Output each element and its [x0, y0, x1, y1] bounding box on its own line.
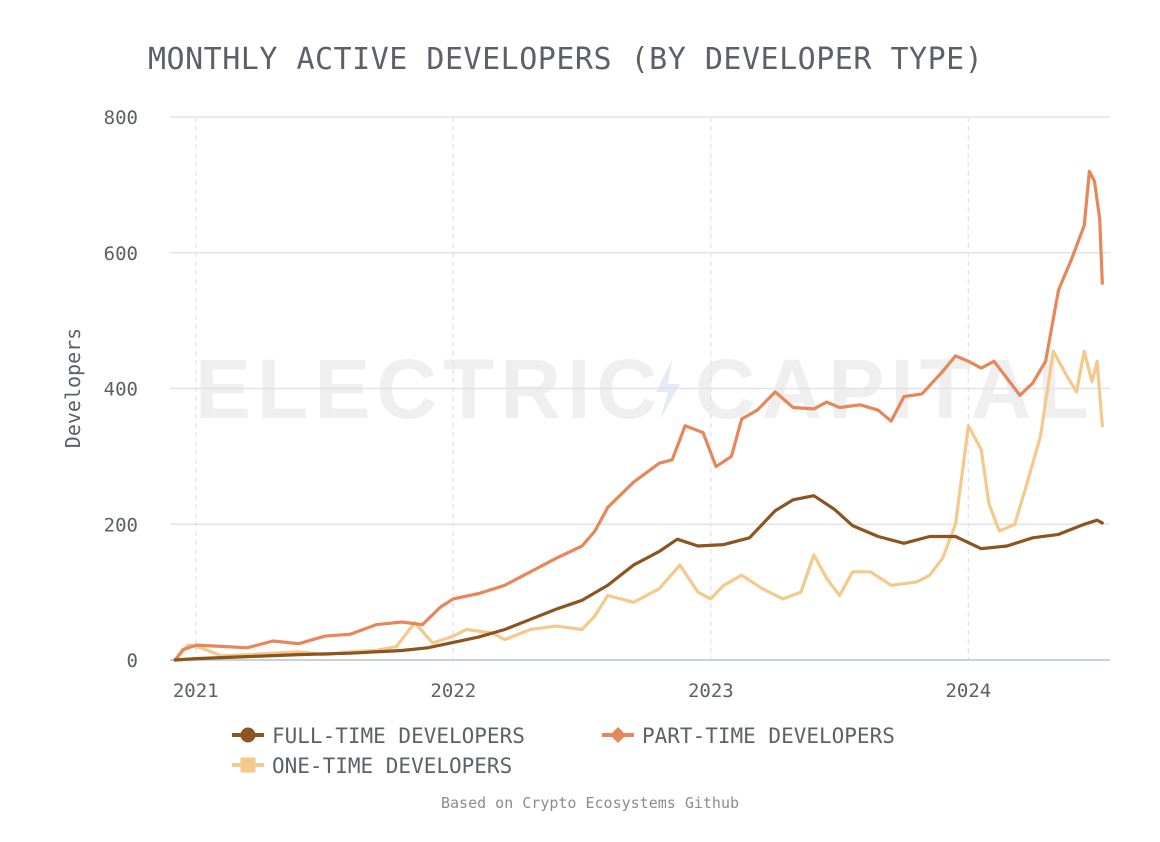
legend-circle-marker [240, 727, 256, 743]
y-tick-label: 800 [104, 107, 138, 129]
chart-title: MONTHLY ACTIVE DEVELOPERS (BY DEVELOPER … [148, 42, 983, 77]
legend: FULL-TIME DEVELOPERS PART-TIME DEVELOPERS… [232, 724, 895, 778]
watermark-bolt-icon [656, 360, 680, 420]
legend-label: PART-TIME DEVELOPERS [642, 724, 895, 748]
y-tick-label: 200 [104, 514, 138, 536]
x-tick-label: 2021 [173, 680, 219, 702]
legend-square-marker [240, 757, 256, 773]
series-line-one-time [173, 349, 1104, 662]
footnote: Based on Crypto Ecosystems Github [441, 794, 739, 812]
legend-item-part-time: PART-TIME DEVELOPERS [602, 724, 895, 748]
x-tick-label: 2023 [688, 680, 734, 702]
y-axis-label: Developers [61, 328, 85, 448]
x-tick-label: 2022 [430, 680, 476, 702]
grid [170, 116, 1110, 660]
series-line-full-time [173, 494, 1104, 662]
x-axis-ticks: 2021 2022 2023 2024 [173, 680, 991, 702]
y-tick-label: 400 [104, 379, 138, 401]
legend-label: ONE-TIME DEVELOPERS [272, 754, 512, 778]
y-axis-ticks: 0 200 400 600 800 [104, 107, 138, 672]
y-tick-label: 600 [104, 243, 138, 265]
x-tick-label: 2024 [945, 680, 991, 702]
series-lines [173, 169, 1104, 662]
legend-item-full-time: FULL-TIME DEVELOPERS [232, 724, 525, 748]
y-tick-label: 0 [127, 650, 138, 672]
series-line-part-time [173, 169, 1104, 662]
legend-label: FULL-TIME DEVELOPERS [272, 724, 525, 748]
legend-diamond-marker [610, 727, 626, 743]
legend-item-one-time: ONE-TIME DEVELOPERS [232, 754, 512, 778]
